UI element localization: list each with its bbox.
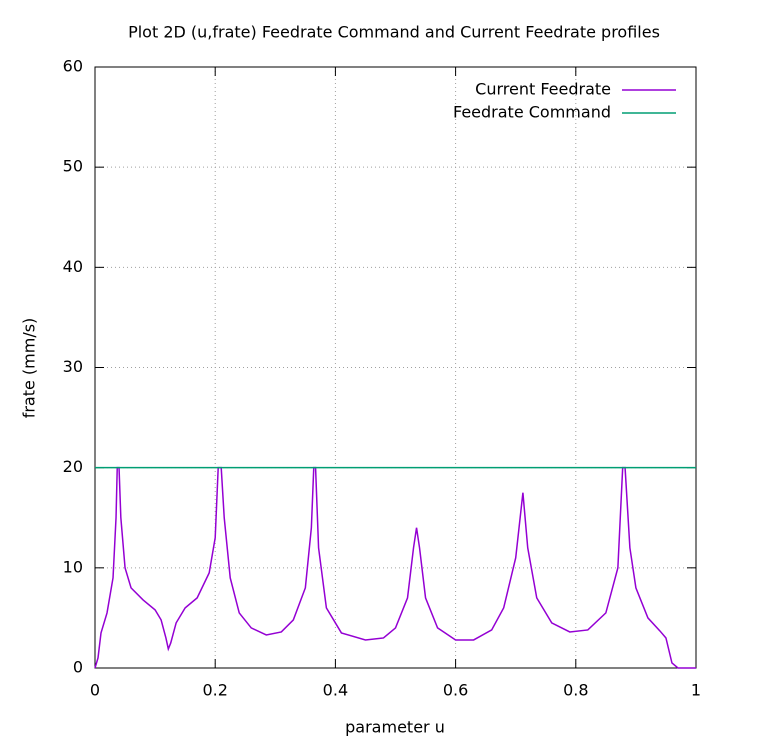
x-tick-label: 1 — [691, 681, 701, 700]
y-tick-label: 10 — [63, 557, 83, 576]
y-tick-label: 40 — [63, 257, 83, 276]
y-tick-label: 60 — [63, 57, 83, 76]
y-tick-label: 20 — [63, 457, 83, 476]
data-line — [94, 466, 696, 669]
y-tick-label: 0 — [73, 658, 83, 677]
y-tick-label: 30 — [63, 357, 83, 376]
x-tick-label: 0 — [90, 681, 100, 700]
legend-label: Feedrate Command — [453, 103, 611, 122]
x-tick-label: 0.6 — [443, 681, 468, 700]
y-axis-label: frate (mm/s) — [20, 318, 39, 419]
y-tick-label: 50 — [63, 157, 83, 176]
x-tick-label: 0.2 — [202, 681, 227, 700]
chart-title: Plot 2D (u,frate) Feedrate Command and C… — [128, 23, 660, 42]
x-tick-label: 0.8 — [563, 681, 588, 700]
legend-label: Current Feedrate — [475, 80, 611, 99]
x-axis-label: parameter u — [345, 718, 445, 737]
x-tick-label: 0.4 — [323, 681, 348, 700]
plot-frame — [94, 66, 697, 669]
